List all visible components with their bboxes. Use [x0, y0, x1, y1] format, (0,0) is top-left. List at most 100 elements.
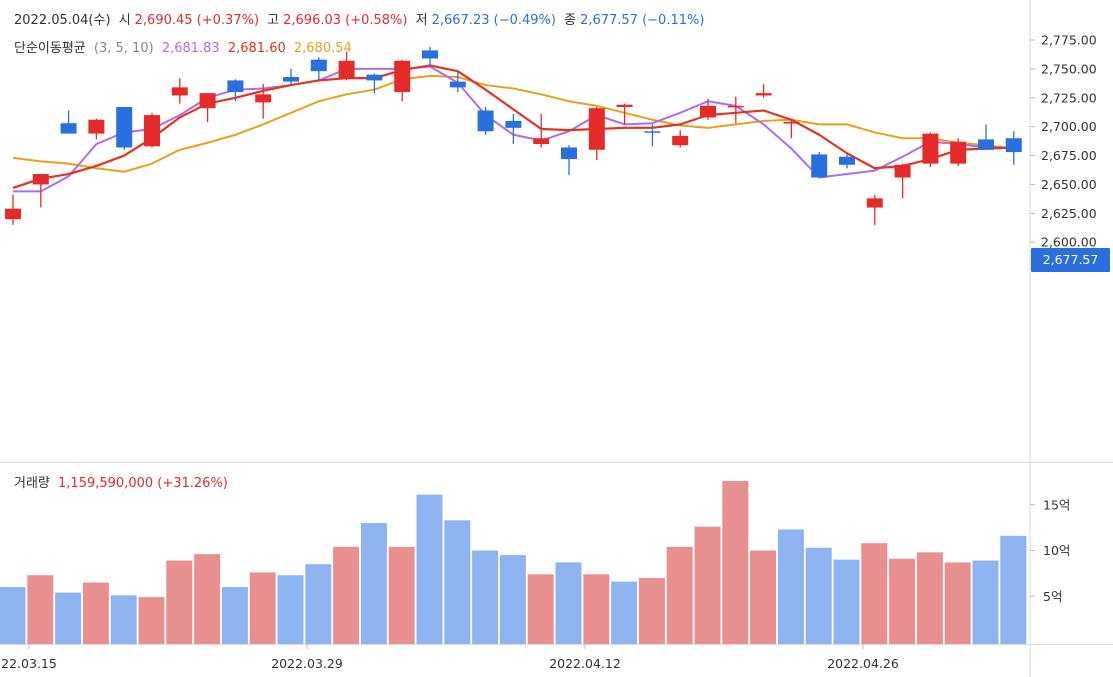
volume-bar [0, 587, 26, 644]
candle-body [32, 174, 49, 185]
open-label: 시 [118, 13, 131, 28]
price-tick-label: 2,675.00 [1041, 148, 1097, 163]
volume-bar [305, 564, 332, 644]
volume-bar [388, 546, 415, 644]
price-tick-label: 2,625.00 [1041, 206, 1097, 221]
volume-bar [221, 587, 248, 644]
volume-bar [499, 555, 526, 644]
volume-bar [666, 546, 693, 644]
close-value: 2,677.57 (−0.11%) [580, 13, 705, 28]
candle-body [588, 108, 605, 150]
price-tick-label: 2,775.00 [1041, 33, 1097, 48]
candle-body [199, 93, 216, 109]
candle-body [727, 105, 744, 108]
price-tick-label: 2,750.00 [1041, 61, 1097, 76]
candle-body [700, 105, 716, 118]
candle-body [227, 80, 244, 93]
volume-bar [638, 577, 665, 644]
volume-bar [360, 523, 387, 644]
candle-body [533, 138, 550, 145]
candle-body [644, 131, 661, 133]
volume-bar [611, 581, 638, 644]
candle-body [255, 94, 272, 103]
ma-legend: 단순이동평균 (3, 5, 10) 2,681.83 2,681.60 2,68… [14, 37, 356, 56]
date-tick-label: 2022.03.29 [271, 656, 343, 671]
ohlc-header: 2022.05.04(수) 시 2,690.45 (+0.37%) 고 2,696.… [14, 9, 708, 28]
candle-body [477, 110, 494, 132]
price-tick-label: 2,600.00 [1041, 235, 1097, 250]
candle-body [866, 198, 883, 208]
candle-body [561, 147, 577, 160]
ma3-line [12, 64, 1014, 189]
ma-a-value: 2,681.83 [161, 41, 220, 56]
current-price-tag: 2,677.57 [1031, 248, 1110, 272]
volume-bar [972, 560, 999, 644]
volume-bar [416, 494, 443, 644]
volume-bar [194, 554, 221, 644]
volume-bar [110, 595, 137, 644]
candle-body [978, 139, 994, 150]
header-date: 2022.05.04(수) [14, 13, 111, 28]
ma-label: 단순이동평균 [14, 41, 86, 56]
date-tick-label: 2022.04.12 [549, 656, 621, 671]
candle-body [60, 123, 77, 134]
volume-bar [249, 572, 276, 644]
high-label: 고 [267, 13, 280, 28]
volume-tick-label: 15억 [1043, 497, 1070, 512]
ma-c-value: 2,680.54 [293, 41, 352, 56]
price-tick-label: 2,700.00 [1041, 119, 1097, 134]
candle-body [505, 120, 522, 128]
candle-body [894, 164, 911, 178]
candle-body [783, 122, 800, 124]
date-tick-label: 2022.04.26 [827, 656, 899, 671]
price-tick-label: 2,725.00 [1041, 90, 1097, 105]
candle-body [171, 87, 188, 96]
volume-bar [1000, 535, 1027, 644]
volume-bar [777, 529, 804, 644]
candle-body [672, 135, 689, 146]
high-value: 2,696.03 (+0.58%) [283, 13, 408, 28]
candle-body [422, 50, 438, 59]
volume-bar [694, 526, 721, 644]
volume-axis: 15억 10억 5억 [1030, 497, 1070, 604]
date-axis: 22.03.15 2022.03.29 2022.04.12 2022.04.26 [1, 644, 899, 671]
volume-bar [55, 592, 82, 644]
price-axis: 2,775.00 2,750.00 2,725.00 2,700.00 2,675.00… [1030, 33, 1097, 250]
volume-bar [861, 543, 888, 644]
volume-bar [444, 520, 471, 644]
candle-body [449, 81, 466, 88]
candle-body [616, 104, 633, 108]
ma-periods: (3, 5, 10) [93, 41, 154, 56]
volume-bar [527, 574, 554, 644]
volume-legend: 거래량 1,159,590,000 (+31.26%) [14, 472, 232, 491]
candle-body [338, 60, 355, 79]
price-tick-label: 2,650.00 [1041, 177, 1097, 192]
volume-bar [916, 552, 943, 644]
low-label: 저 [415, 13, 428, 28]
volume-tick-label: 5억 [1043, 589, 1062, 604]
candle-body [755, 93, 772, 96]
low-value: 2,667.23 (−0.49%) [431, 13, 556, 28]
volume-bar [944, 562, 971, 644]
candle-body [839, 156, 855, 165]
volume-bar [166, 560, 193, 644]
candle-body [950, 141, 967, 164]
candle-body [144, 115, 160, 147]
candle-body [922, 133, 939, 164]
volume-bar [277, 575, 304, 644]
volume-value: 1,159,590,000 (+31.26%) [58, 476, 228, 491]
candle-body [1005, 138, 1022, 153]
candle-body [116, 107, 133, 148]
candle-body [88, 119, 105, 134]
volume-bar [889, 558, 916, 644]
candle-body [310, 59, 327, 72]
volume-bar [555, 562, 582, 644]
candle-body [366, 74, 383, 81]
candle-body [5, 208, 21, 220]
candle-body [283, 76, 299, 82]
volume-bar [722, 480, 749, 644]
volume-tick-label: 10억 [1043, 543, 1070, 558]
volume-bar [833, 559, 860, 644]
volume-bars [0, 480, 1027, 644]
